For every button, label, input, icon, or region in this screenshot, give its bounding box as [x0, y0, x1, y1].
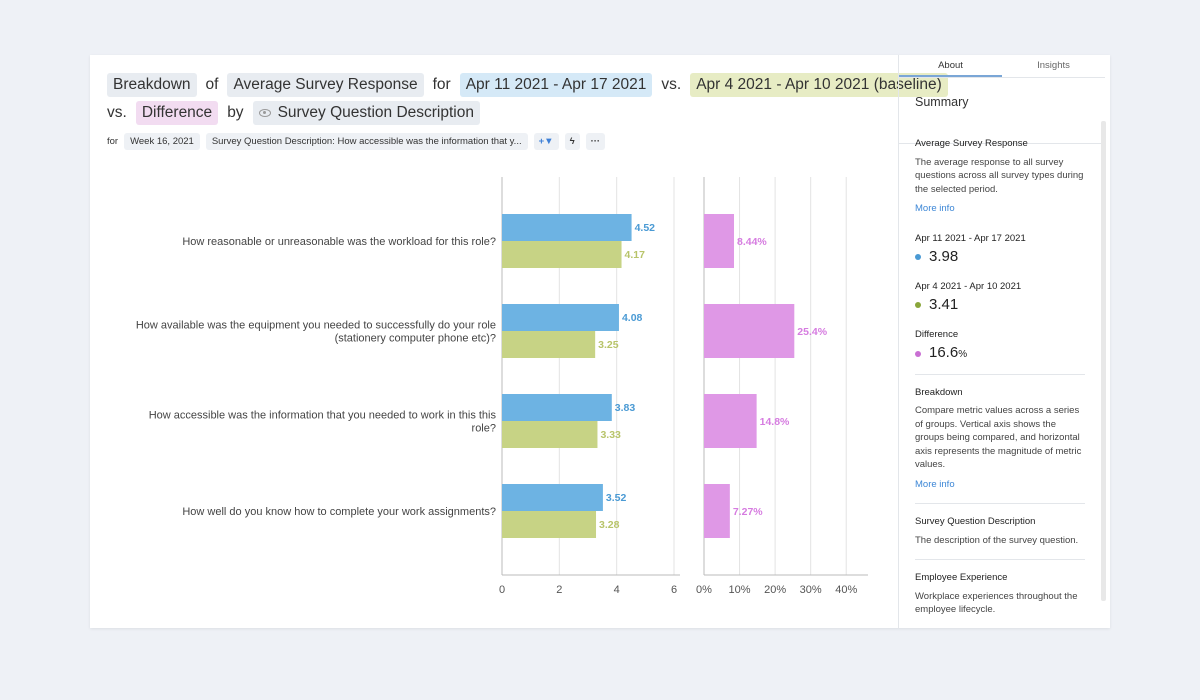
- breakdown-chart: 0 2 4 6 0% 10% 20% 30% 40% How reasonable or unre…: [136, 177, 868, 596]
- bar-baseline: [502, 331, 596, 358]
- chart-bars: [502, 214, 795, 538]
- data-label-difference: 7.27%: [733, 506, 763, 518]
- bar-difference: [704, 214, 735, 268]
- category-label: (stationery computer phone etc)?: [335, 333, 496, 345]
- data-label-current: 4.52: [635, 222, 656, 234]
- more-info-link-2[interactable]: More info: [915, 478, 955, 490]
- data-label-current: 3.52: [606, 492, 627, 504]
- bar-current: [502, 484, 603, 511]
- bar-difference: [704, 484, 730, 538]
- week-filter-chip[interactable]: Week 16, 2021: [124, 133, 200, 150]
- question-filter-chip[interactable]: Survey Question Description: How accessi…: [205, 133, 528, 150]
- current-dot-icon: [915, 253, 921, 260]
- difference-metric-unit: %: [958, 349, 968, 360]
- difference-metric: Difference 16.6%: [915, 328, 1085, 362]
- data-label-difference: 25.4%: [797, 326, 827, 338]
- visualization-type-token[interactable]: Breakdown: [107, 73, 197, 97]
- bar-difference: [704, 304, 795, 358]
- period-token[interactable]: Apr 11 2021 - Apr 17 2021: [459, 73, 653, 97]
- current-metric: Apr 11 2021 - Apr 17 2021 3.98: [915, 232, 1085, 264]
- dimension-token[interactable]: Survey Question Description: [252, 101, 480, 125]
- baseline-metric: Apr 4 2021 - Apr 10 2021 3.41: [915, 280, 1085, 312]
- x-tick-label: 20%: [764, 584, 786, 596]
- more-options-icon[interactable]: ···: [585, 133, 606, 150]
- bar-baseline: [502, 421, 598, 448]
- difference-token[interactable]: Difference: [135, 101, 219, 125]
- baseline-metric-label: Apr 4 2021 - Apr 10 2021: [915, 280, 1022, 292]
- baseline-metric-value: 3.41: [929, 296, 959, 313]
- ee-description: Workplace experiences throughout the emp…: [915, 590, 1078, 616]
- side-panel: About Insights Summary Average Survey Re…: [898, 55, 1110, 628]
- data-label-difference: 14.8%: [760, 416, 790, 428]
- breakdown-card: Breakdown of Average Survey Response for…: [90, 55, 1110, 628]
- metric-token[interactable]: Average Survey Response: [227, 73, 424, 97]
- sqd-section: Survey Question Description The descript…: [915, 515, 1085, 560]
- summary-heading: Summary: [899, 78, 1105, 144]
- data-label-baseline: 3.25: [598, 339, 619, 351]
- breakdown-section: Breakdown Compare metric values across a…: [915, 386, 1085, 504]
- bar-baseline: [502, 511, 597, 538]
- x-tick-label: 30%: [800, 584, 822, 596]
- bolt-icon[interactable]: ϟ: [564, 133, 580, 150]
- tab-about[interactable]: About: [899, 55, 1002, 77]
- category-label: How accessible was the information that …: [149, 410, 497, 422]
- title-for: for: [432, 76, 451, 93]
- difference-metric-value: 16.6: [929, 344, 959, 361]
- title-by: by: [227, 104, 244, 121]
- add-filter-icon[interactable]: +▼: [533, 133, 559, 150]
- x-tick-label: 40%: [835, 584, 857, 596]
- title-line-1: Breakdown of Average Survey Response for…: [107, 73, 948, 97]
- ee-title: Employee Experience: [915, 572, 1008, 583]
- category-label: How well do you know how to complete you…: [182, 506, 496, 518]
- filter-bar: for Week 16, 2021 Survey Question Descri…: [107, 133, 606, 150]
- panel-body: Average Survey Response The average resp…: [915, 137, 1085, 617]
- bar-baseline: [502, 241, 622, 268]
- more-info-link[interactable]: More info: [915, 203, 955, 214]
- baseline-dot-icon: [915, 301, 921, 308]
- bar-current: [502, 304, 619, 331]
- eye-icon: [258, 109, 271, 117]
- title-vs-2: vs.: [107, 104, 127, 121]
- chart-labels: 0 2 4 6 0% 10% 20% 30% 40% How reasonable or unre…: [136, 222, 858, 596]
- x-tick-label: 0: [499, 584, 505, 596]
- data-label-difference: 8.44%: [737, 236, 767, 248]
- metric-section: Average Survey Response The average resp…: [915, 137, 1085, 375]
- difference-dot-icon: [915, 350, 921, 357]
- dimension-label: Survey Question Description: [277, 104, 474, 121]
- sqd-description: The description of the survey question.: [915, 534, 1079, 546]
- tab-insights[interactable]: Insights: [1037, 60, 1070, 71]
- bar-current: [502, 214, 632, 241]
- panel-scrollbar[interactable]: [1101, 121, 1106, 601]
- sqd-title: Survey Question Description: [915, 516, 1036, 527]
- data-label-current: 3.83: [615, 402, 636, 414]
- title-vs-1: vs.: [661, 76, 682, 93]
- x-tick-label: 2: [556, 584, 562, 596]
- current-metric-label: Apr 11 2021 - Apr 17 2021: [915, 232, 1026, 244]
- data-label-baseline: 3.33: [600, 429, 621, 441]
- metric-title: Average Survey Response: [915, 138, 1028, 149]
- breakdown-description: Compare metric values across a series of…: [915, 405, 1082, 470]
- data-label-baseline: 4.17: [625, 249, 646, 261]
- category-label: How available was the equipment you need…: [136, 320, 496, 332]
- filter-for-label: for: [107, 136, 119, 147]
- bar-difference: [704, 394, 757, 448]
- bar-current: [502, 394, 612, 421]
- title-line-2: vs. Difference by Survey Question Descri…: [107, 101, 480, 125]
- current-metric-value: 3.98: [929, 248, 959, 265]
- category-label: How reasonable or unreasonable was the w…: [182, 236, 496, 248]
- metric-description: The average response to all survey quest…: [915, 156, 1084, 195]
- panel-tabs: About Insights: [899, 55, 1105, 78]
- x-tick-label: 10%: [729, 584, 751, 596]
- x-tick-label: 0%: [696, 584, 712, 596]
- x-tick-label: 6: [671, 584, 677, 596]
- breakdown-title: Breakdown: [915, 386, 963, 398]
- data-label-baseline: 3.28: [599, 519, 620, 531]
- x-tick-label: 4: [614, 584, 620, 596]
- ee-section: Employee Experience Workplace experience…: [915, 571, 1085, 617]
- category-label: role?: [472, 423, 496, 435]
- difference-metric-label: Difference: [915, 328, 959, 340]
- title-of: of: [205, 76, 219, 93]
- data-label-current: 4.08: [622, 312, 643, 324]
